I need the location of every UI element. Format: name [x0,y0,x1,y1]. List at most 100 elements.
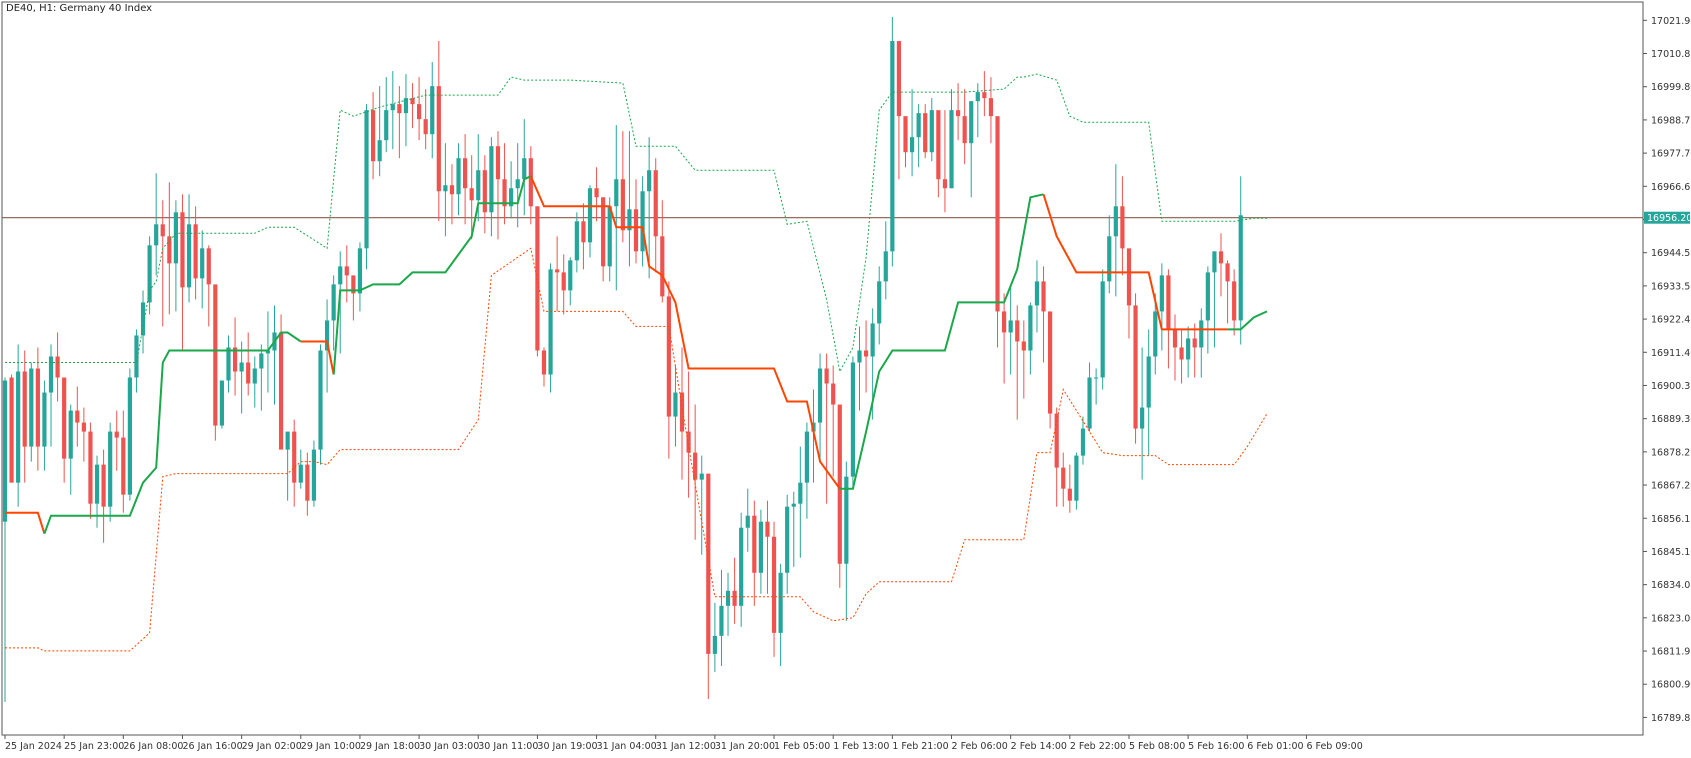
candle-bear [502,179,507,207]
candle-bull [627,209,632,231]
candle-bear [594,188,599,198]
candle-bull [1205,272,1210,321]
candle-bull [239,362,244,372]
candle-bull [548,269,553,375]
candle-bull [16,371,21,483]
x-tick-label: 2 Feb 06:00 [952,741,1008,752]
x-tick-label: 31 Jan 20:00 [715,741,775,752]
candle-bull [219,380,225,426]
x-axis: 25 Jan 2024 25 Jan 23:00 26 Jan 08:00 26 Ja… [4,735,1363,752]
y-tick-label: 17021.90 [1651,16,1691,27]
x-tick-label: 29 Jan 02:00 [242,741,302,752]
trend-line-segment [839,193,1044,490]
candle-bull [804,431,810,483]
candle-bull [890,41,895,252]
candle-bear [693,452,698,480]
candle-bear [160,224,165,237]
plot-frame [1,1,1644,736]
y-tick-label: 16789.85 [1651,713,1691,724]
candle-bear [1061,467,1066,489]
candle-bear [114,431,119,438]
candle-bear [1166,275,1171,330]
candle-bull [725,590,731,606]
candle-bull [1186,338,1191,360]
indicator-lines [5,73,1268,652]
candle-bear [344,266,349,276]
y-tick-label: 16811.95 [1651,647,1691,658]
x-tick-label: 5 Feb 16:00 [1188,741,1244,752]
candle-bear [1179,347,1184,360]
y-tick-label: 16823.00 [1651,613,1691,624]
candle-bear [22,371,27,447]
candle-bear [351,275,356,294]
candle-bull [719,605,724,636]
candle-bear [660,236,665,297]
candle-bear [482,170,487,213]
candle-bear [463,158,468,189]
y-tick-label: 16944.55 [1651,248,1691,259]
candle-bull [186,224,192,288]
x-tick-label: 26 Jan 16:00 [182,741,242,752]
y-tick-label: 16845.10 [1651,547,1691,558]
candle-bull [607,206,612,267]
candle-bull [712,635,717,654]
candle-bull [614,179,619,207]
candle-bull [1238,215,1243,321]
candle-bull [877,281,882,324]
candle-bull [1199,320,1204,348]
candle-bear [449,185,455,195]
candle-bear [292,431,297,483]
candle-bull [1080,428,1086,456]
candle-bear [397,104,402,114]
candle-bull [357,248,363,294]
y-tick-label: 16800.90 [1651,680,1691,691]
candle-bull [587,188,593,243]
x-tick-label: 6 Feb 09:00 [1306,741,1362,752]
candle-bear [561,272,566,291]
candle-bull [338,266,343,285]
candle-bull [916,113,921,138]
candle-bear [988,98,994,117]
candle-bull [1100,281,1105,378]
trend-line-segment [1042,194,1228,331]
candle-bear [1192,338,1197,348]
candle-bull [403,98,409,114]
x-tick-label: 29 Jan 18:00 [360,741,420,752]
x-tick-label: 26 Jan 08:00 [123,741,183,752]
candle-bear [495,146,501,180]
candle-bull [857,350,862,363]
candle-bull [140,302,146,336]
candle-bear [765,521,770,537]
candle-bear [837,404,842,564]
candle-bear [1172,329,1178,348]
candle-bull [1034,281,1040,306]
candle-bear [121,437,126,495]
candle-bear [633,209,639,252]
candle-bear [101,464,106,507]
candle-bull [975,92,980,102]
candle-bull [1113,206,1118,237]
candle-bear [1126,248,1132,306]
candle-bull [699,473,704,480]
candle-bull [384,110,389,141]
x-tick-label: 25 Jan 23:00 [64,741,124,752]
y-tick-label: 16900.35 [1651,381,1691,392]
candle-bull [252,368,257,384]
candle-bull [2,380,8,522]
candle-bull [134,335,139,378]
candle-bear [193,224,198,279]
candle-bull [29,368,34,447]
y-tick-label: 16966.65 [1651,182,1691,193]
candle-bear [706,473,711,654]
candle-bull [42,392,47,447]
candle-bull [48,356,54,393]
band-line-segment [5,73,1267,373]
candle-bull [311,449,317,501]
candle-bull [522,158,527,180]
candle-bull [265,350,271,354]
candle-bear [666,296,671,417]
candle-bear [686,431,691,453]
candle-bear [831,383,836,405]
